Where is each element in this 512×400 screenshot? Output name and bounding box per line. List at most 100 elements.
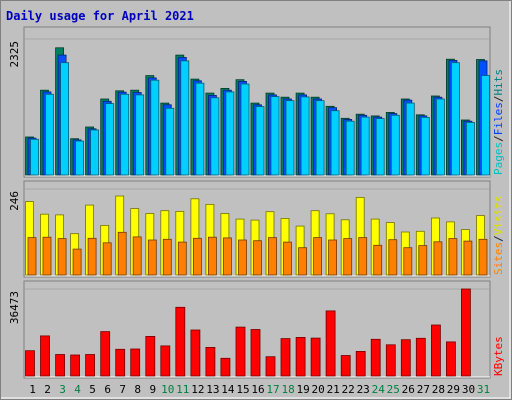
hits-panel-pages-bar-2: [45, 93, 54, 176]
visits-panel-sites-bar-17: [268, 237, 277, 276]
kbytes-panel-kbytes-bar-25: [385, 344, 396, 377]
x-tick-label-19: 19: [296, 383, 309, 396]
x-tick-label-28: 28: [432, 383, 445, 396]
kbytes-panel-kbytes-bar-24: [370, 338, 381, 377]
visits-panel-legend-item-2: Visits: [492, 196, 505, 236]
hits-panel-legend-item-0: Pages: [492, 142, 505, 175]
x-tick-label-27: 27: [417, 383, 430, 396]
visits-panel-sites-bar-30: [463, 240, 473, 276]
hits-panel-pages-bar-1: [30, 138, 39, 176]
hits-panel-pages-bar-12: [195, 82, 205, 176]
hits-panel-pages-bar-8: [135, 94, 145, 176]
hits-panel-pages-bar-21: [330, 110, 340, 176]
x-tick-label-4: 4: [74, 383, 81, 396]
hits-panel-legend: Pages/Files/Hits: [492, 69, 505, 175]
visits-panel-sites-bar-26: [403, 247, 413, 276]
kbytes-panel-kbytes-bar-9: [145, 335, 156, 377]
x-tick-label-21: 21: [327, 383, 340, 396]
x-tick-labels: 1 2 3 4 5 6 7 8 9 10 11 12 13 14 15 16 17 18 19 20 21 22 23 24 2…: [29, 383, 490, 396]
kbytes-panel-legend: KBytes: [492, 336, 505, 376]
visits-panel-sites-bar-15: [238, 239, 247, 276]
visits-panel-sites-bar-24: [373, 244, 383, 276]
hits-panel-legend-item-2: Files: [492, 102, 505, 135]
x-tick-label-20: 20: [311, 383, 324, 396]
hits-panel-pages-bar-18: [285, 100, 295, 176]
visits-panel-sites-bar-18: [283, 241, 292, 276]
visits-panel-sites-bar-23: [358, 237, 368, 276]
kbytes-panel-kbytes-bar-30: [460, 288, 471, 377]
hits-panel-pages-bar-26: [405, 102, 415, 176]
x-tick-label-14: 14: [221, 383, 235, 396]
x-tick-label-10: 10: [161, 383, 174, 396]
hits-panel-pages-bar-22: [345, 120, 355, 176]
hits-panel-pages-bar-3: [60, 62, 69, 176]
hits-panel-legend-item-1: /: [492, 135, 505, 142]
hits-panel-pages-bar-17: [270, 96, 280, 176]
hits-panel-pages-bar-7: [120, 93, 130, 176]
x-tick-label-13: 13: [206, 383, 219, 396]
ytick-labels: 2325 246 36473: [8, 41, 21, 324]
visits-panel-sites-bar-4: [72, 248, 82, 276]
x-tick-label-11: 11: [176, 383, 189, 396]
hits-panel-pages-bar-14: [225, 91, 235, 176]
hits-panel-pages-bar-20: [315, 100, 325, 176]
kbytes-panel-kbytes-bar-14: [220, 357, 231, 377]
x-tick-label-18: 18: [281, 383, 294, 396]
x-tick-label-8: 8: [134, 383, 141, 396]
visits-panel-sites-bar-20: [313, 237, 323, 276]
visits-panel-ytick-label: 246: [8, 191, 21, 211]
visits-panel-sites-bar-2: [42, 236, 52, 276]
visits-panel-sites-bar-28: [433, 241, 443, 276]
kbytes-panel-kbytes-bar-26: [400, 339, 411, 377]
x-tick-label-2: 2: [44, 383, 51, 396]
visits-panel-sites-bar-22: [343, 238, 353, 276]
hits-panel-pages-bar-10: [165, 107, 175, 176]
kbytes-panel-kbytes-bar-5: [85, 354, 95, 377]
x-tick-label-3: 3: [59, 383, 66, 396]
hits-panel-pages-bar-16: [255, 106, 265, 176]
visits-panel-legend-item-0: Sites: [492, 242, 505, 275]
kbytes-panel-kbytes-bar-2: [40, 335, 50, 377]
kbytes-panel-kbytes-bar-4: [70, 354, 80, 377]
kbytes-panel-kbytes-bar-3: [55, 354, 65, 377]
kbytes-panel-kbytes-bar-20: [310, 337, 321, 377]
hits-panel-pages-bar-9: [150, 79, 160, 176]
visits-panel-sites-bar-12: [192, 237, 202, 276]
hits-panel-pages-bar-31: [481, 75, 490, 176]
kbytes-panel-kbytes-bar-15: [235, 326, 246, 377]
kbytes-panel-kbytes-bar-10: [160, 345, 171, 377]
x-tick-label-5: 5: [89, 383, 96, 396]
kbytes-panel-kbytes-bar-23: [355, 350, 366, 377]
x-tick-label-7: 7: [119, 383, 126, 396]
kbytes-panel-kbytes-bar-29: [445, 341, 456, 377]
hits-panel-pages-bar-5: [90, 129, 99, 176]
kbytes-panel-kbytes-bar-16: [250, 329, 261, 377]
kbytes-panel-kbytes-bar-6: [100, 331, 111, 377]
visits-panel-sites-bar-27: [418, 245, 428, 276]
kbytes-panel-kbytes-bar-12: [190, 329, 201, 377]
x-tick-label-6: 6: [104, 383, 111, 396]
visits-panel-sites-bar-8: [132, 236, 142, 276]
x-tick-label-26: 26: [402, 383, 415, 396]
x-tick-label-17: 17: [266, 383, 279, 396]
hits-panel-pages-bar-11: [180, 60, 190, 176]
visits-panel-sites-bar-29: [448, 238, 458, 276]
visits-panel-sites-bar-3: [57, 238, 67, 276]
hits-panel-pages-bar-25: [390, 114, 400, 176]
x-tick-label-24: 24: [372, 383, 386, 396]
kbytes-panel-kbytes-bar-22: [340, 355, 351, 377]
visits-panel-sites-bar-11: [177, 241, 187, 276]
visits-panel-sites-bar-6: [102, 242, 112, 276]
x-tick-label-22: 22: [342, 383, 355, 396]
visits-panel-sites-bar-25: [388, 239, 398, 276]
x-tick-label-9: 9: [149, 383, 156, 396]
kbytes-panel-kbytes-bar-7: [115, 348, 126, 377]
legends: Pages/Files/Hits Sites / Visits KBytes: [492, 69, 505, 376]
kbytes-panel-kbytes-bar-19: [295, 336, 306, 377]
hits-panel-legend-item-3: /: [492, 96, 505, 103]
hits-panel-pages-bar-19: [300, 96, 310, 176]
hits-panel-legend-item-4: Hits: [492, 69, 505, 96]
visits-panel-sites-bar-13: [207, 236, 217, 276]
x-tick-label-25: 25: [387, 383, 400, 396]
visits-panel-sites-bar-10: [162, 238, 172, 276]
